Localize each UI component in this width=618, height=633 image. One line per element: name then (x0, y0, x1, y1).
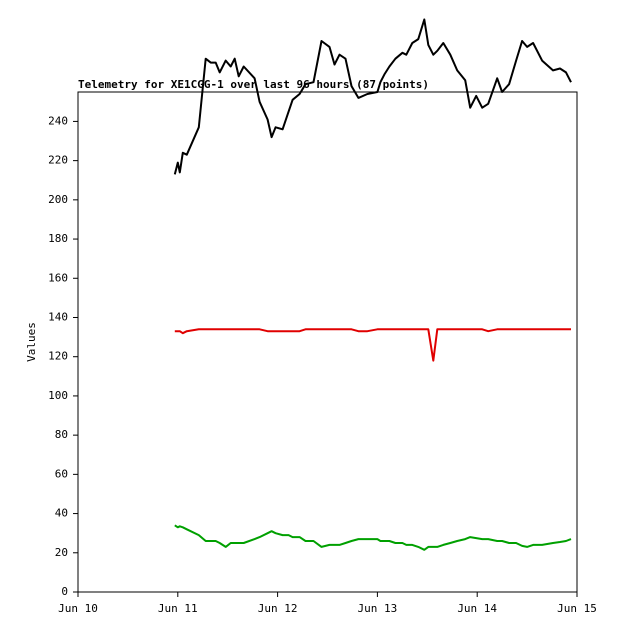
y-tick-label: 20 (55, 546, 68, 559)
y-axis-label: Values (25, 322, 38, 362)
x-tick-label: Jun 13 (358, 602, 398, 615)
y-tick-label: 240 (48, 114, 68, 127)
series-line (174, 524, 572, 551)
x-tick-label: Jun 15 (557, 602, 597, 615)
x-tick-label: Jun 11 (158, 602, 198, 615)
y-tick-label: 100 (48, 389, 68, 402)
series-line (173, 18, 572, 175)
y-tick-label: 40 (55, 507, 68, 520)
y-tick-label: 80 (55, 428, 68, 441)
x-tick-label: Jun 10 (58, 602, 98, 615)
x-tick-label: Jun 14 (457, 602, 497, 615)
y-tick-label: 160 (48, 271, 68, 284)
y-tick-label: 0 (61, 585, 68, 598)
y-tick-label: 180 (48, 232, 68, 245)
y-tick-label: 200 (48, 193, 68, 206)
y-tick-label: 220 (48, 154, 68, 167)
x-tick-label: Jun 12 (258, 602, 298, 615)
y-tick-label: 60 (55, 467, 68, 480)
series-line (174, 328, 571, 362)
chart-title: Telemetry for XE1CGG-1 over last 96 hour… (78, 78, 429, 91)
plot-frame (77, 91, 578, 593)
y-tick-label: 140 (48, 310, 68, 323)
y-tick-label: 120 (48, 350, 68, 363)
